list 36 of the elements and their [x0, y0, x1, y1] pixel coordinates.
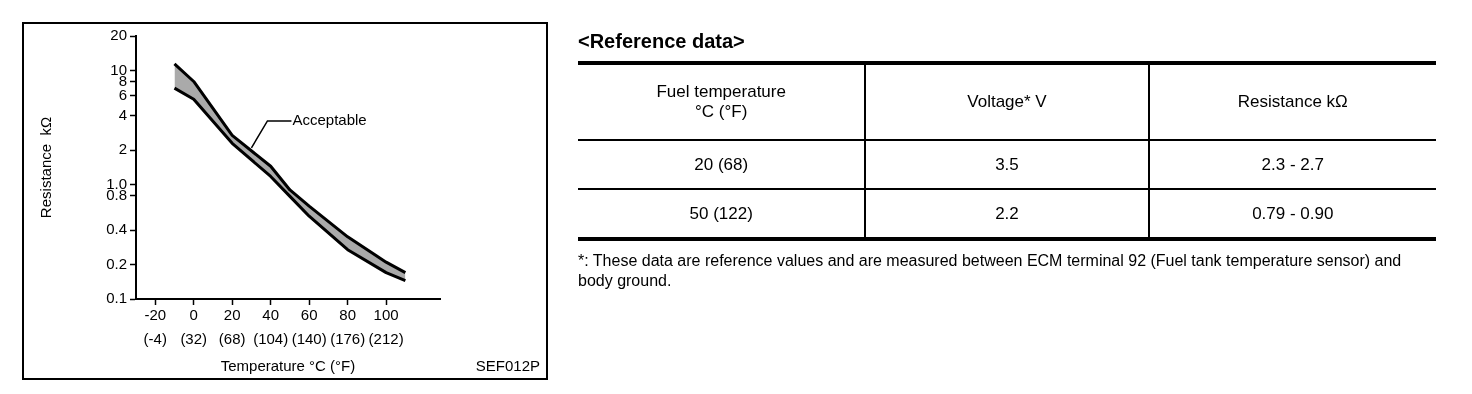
y-tick-label: 20 [110, 26, 127, 44]
annotation: Acceptable [292, 111, 367, 129]
x2-tick-label: (68) [218, 330, 246, 348]
x2-tick-label: (32) [180, 330, 208, 348]
text: 50 (122) [689, 203, 753, 223]
text: 0.79 - 0.90 [1252, 203, 1334, 223]
y-tick-label: 0.4 [106, 220, 127, 238]
x2-tick-label: (140) [291, 330, 327, 348]
text: Resistance kΩ [1237, 92, 1348, 111]
text: 3.5 [995, 154, 1019, 174]
y-tick-label: 4 [118, 106, 127, 124]
x-tick-label: 80 [339, 306, 356, 324]
y-tick-label: 6 [118, 85, 127, 103]
text: 2.2 [995, 203, 1019, 223]
x2-tick-label: (176) [330, 330, 366, 348]
y-tick-label: 0.1 [106, 289, 127, 307]
text: *: These data are reference values and are measured between ECM terminal 92 (Fuel tank temperature sensor) and body ground. [578, 251, 1403, 291]
x2-tick-label: (-4) [143, 330, 167, 348]
x2-tick-label: (212) [368, 330, 404, 348]
text: 2.3 - 2.7 [1261, 154, 1324, 174]
x-tick-label: -20 [144, 306, 167, 324]
x-tick-label: 0 [189, 306, 198, 324]
y-tick-label: 0.2 [106, 254, 127, 272]
x-tick-label: 20 [223, 306, 241, 324]
x2-tick-label: (104) [253, 330, 289, 348]
text: <Reference data> [578, 30, 746, 53]
text: 20 (68) [694, 154, 749, 174]
x-axis-title: Temperature °C (°F) [220, 357, 356, 375]
x-tick-label: 100 [373, 306, 399, 324]
y-tick-label: 2 [118, 140, 127, 158]
x-tick-label: 40 [262, 306, 280, 324]
text: Fuel temperature °C (°F) [655, 82, 787, 122]
x-tick-label: 60 [300, 306, 318, 324]
text: SEF012P [475, 357, 540, 374]
y-axis-title: Resistance kΩ [37, 116, 55, 219]
text: Voltage* V [967, 92, 1047, 111]
